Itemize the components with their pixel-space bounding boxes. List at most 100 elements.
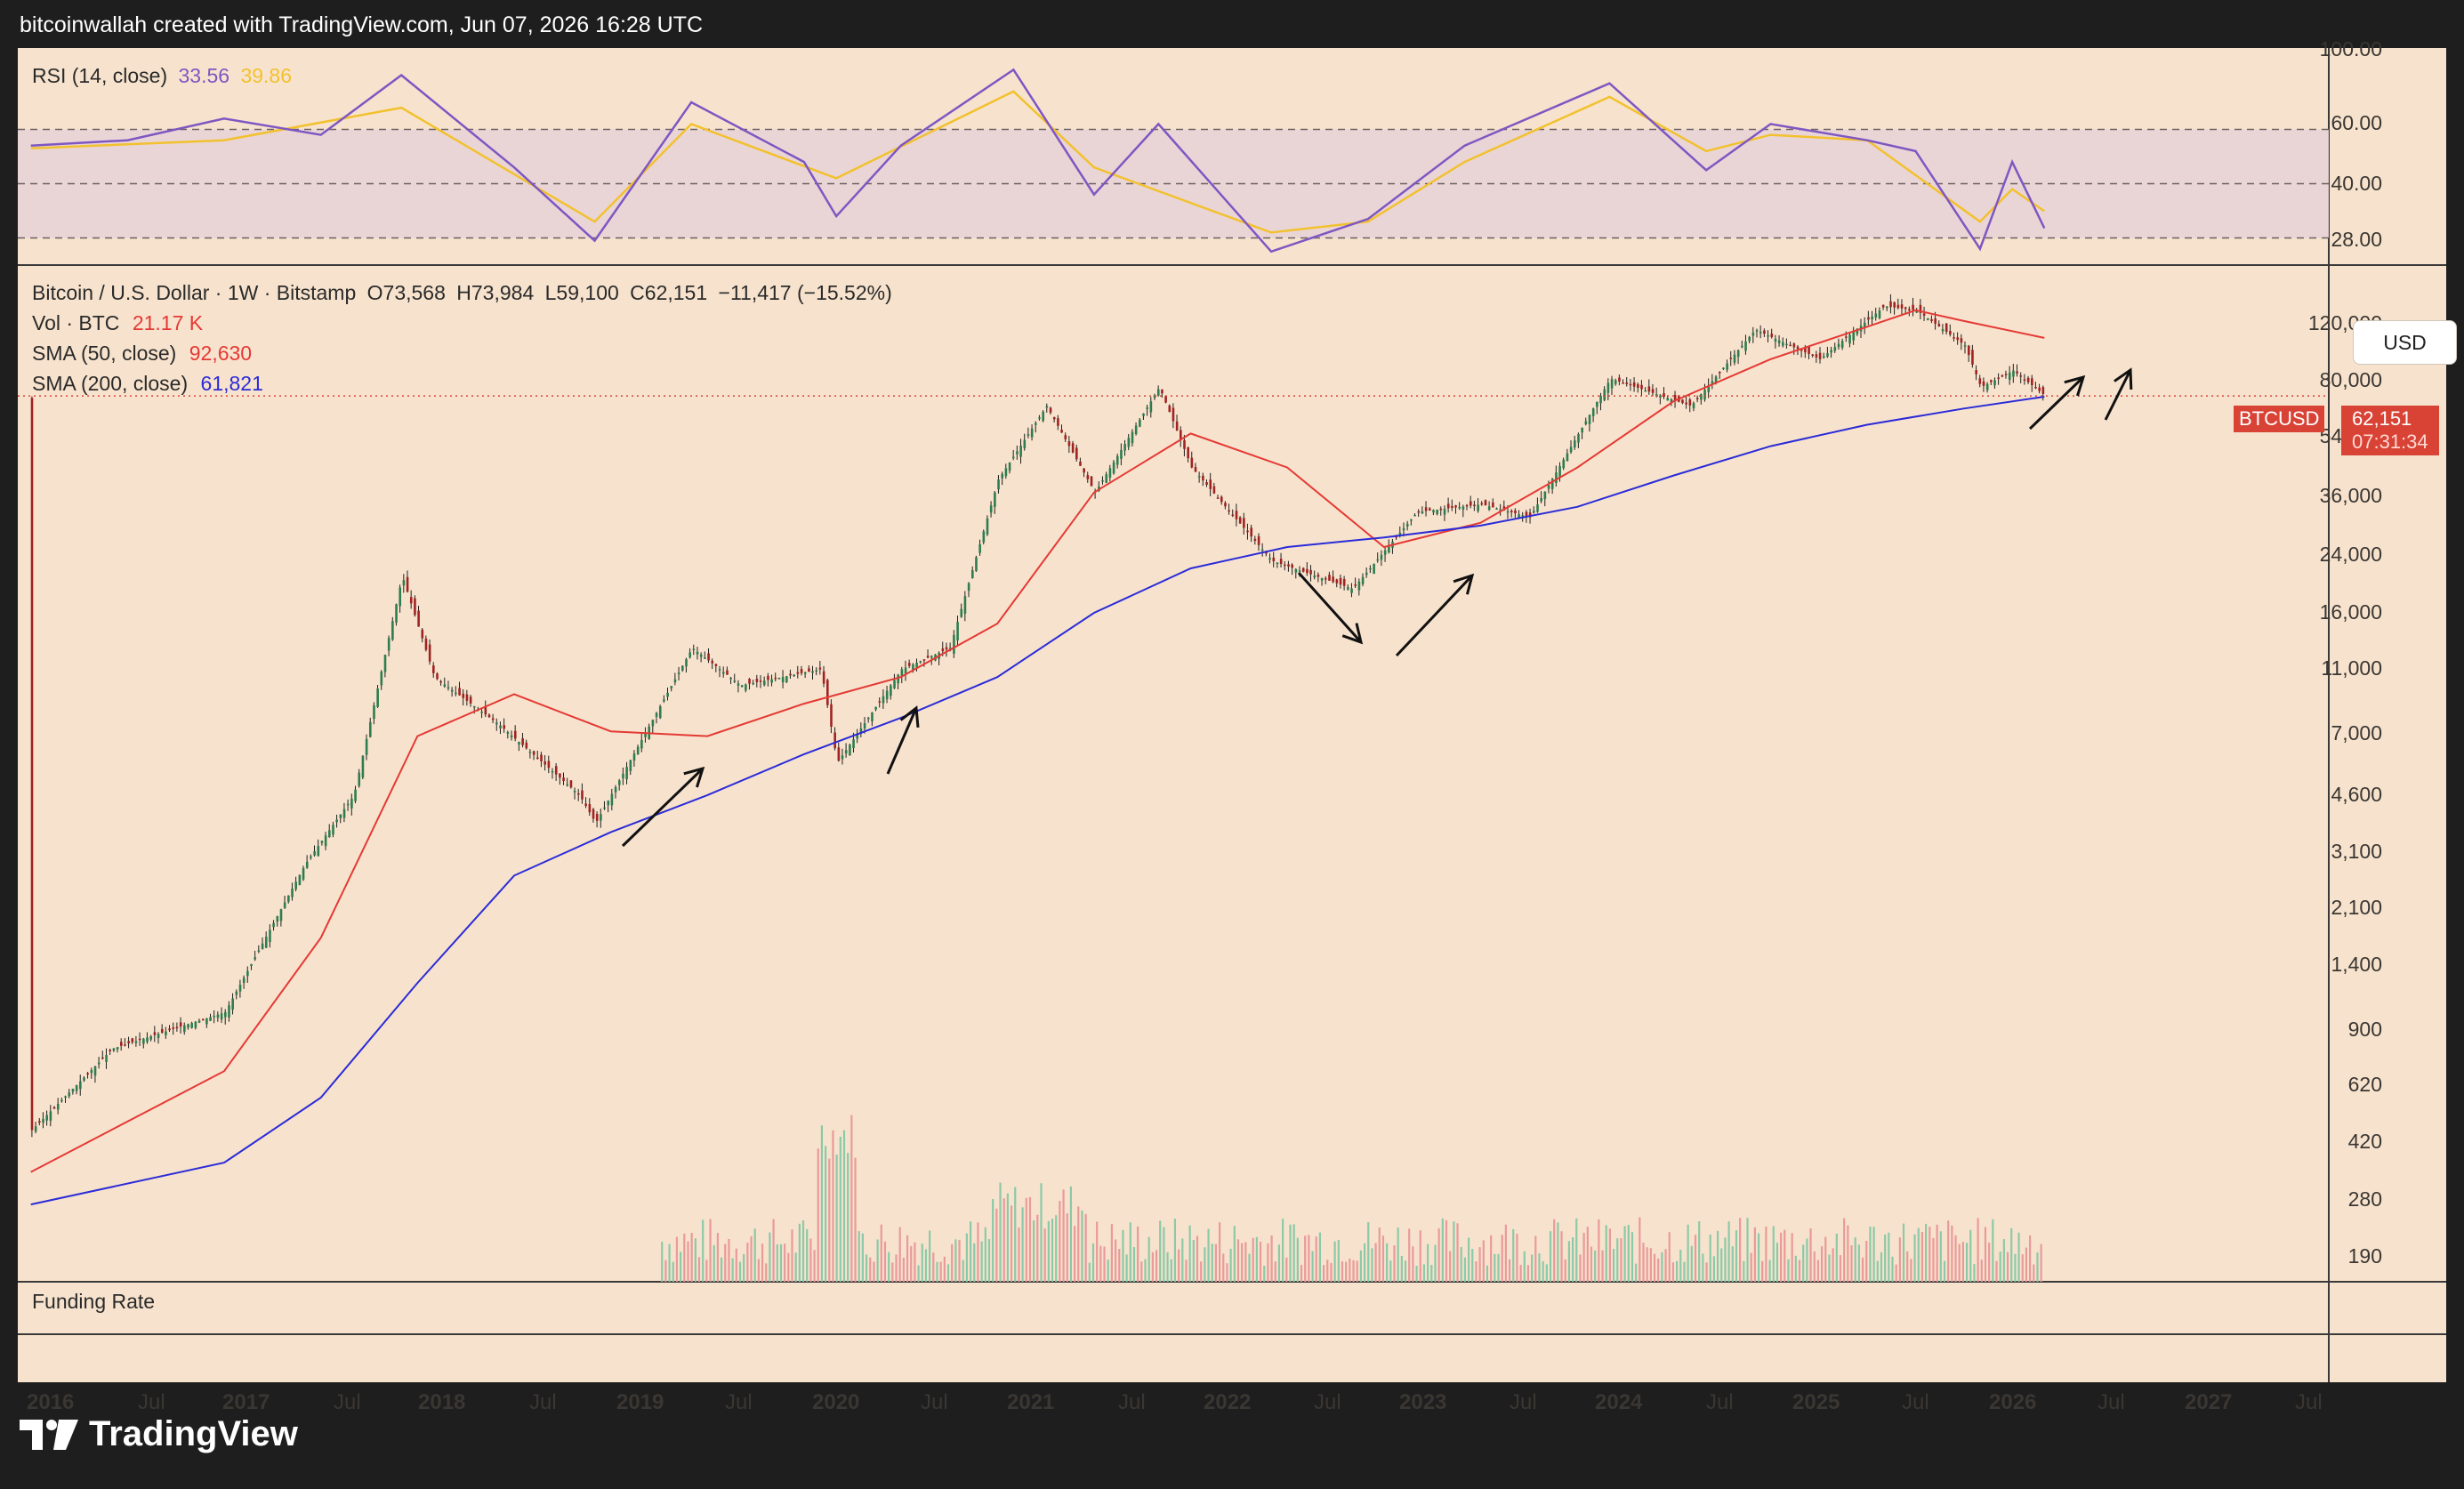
candle-body <box>2016 371 2018 374</box>
sma50-value: 92,630 <box>189 342 253 365</box>
volume-bar <box>1627 1225 1630 1282</box>
candle-body <box>484 706 487 715</box>
candle-body <box>439 680 442 683</box>
volume-bar <box>1255 1236 1258 1282</box>
candle-body <box>737 683 740 686</box>
volume-bar <box>738 1261 742 1282</box>
volume-bar <box>1709 1234 1711 1282</box>
candle-body <box>1856 328 1859 334</box>
tradingview-logo-icon <box>20 1419 78 1450</box>
volume-bar <box>1884 1234 1887 1282</box>
volume-bar <box>743 1253 745 1282</box>
candle-body <box>1075 447 1078 460</box>
candle-body <box>1550 479 1554 489</box>
time-axis-label: 2017 <box>222 1390 270 1414</box>
volume-bar <box>1977 1218 1979 1282</box>
chart-canvas[interactable] <box>18 48 2446 1382</box>
sma200-value: 61,821 <box>200 372 263 395</box>
candle-body <box>1287 564 1290 567</box>
candle-body <box>1632 382 1636 387</box>
candle-body <box>257 950 261 952</box>
volume-bar <box>1586 1227 1589 1282</box>
candle-body <box>997 479 1000 490</box>
candle-body <box>1161 389 1164 394</box>
volume-bar <box>1236 1239 1240 1282</box>
volume-bar <box>1003 1198 1005 1282</box>
candle-body <box>547 761 551 769</box>
volume-bar <box>1720 1248 1723 1282</box>
candle-body <box>837 747 841 761</box>
candle-body <box>1949 331 1952 335</box>
volume-bar <box>1839 1255 1842 1282</box>
volume-bar <box>668 1244 671 1282</box>
candle-body <box>1688 399 1692 406</box>
candle-body <box>607 801 610 806</box>
volume-bar <box>842 1130 846 1282</box>
volume-bar <box>1768 1260 1771 1282</box>
volume-bar <box>705 1260 708 1282</box>
candle-body <box>1164 396 1167 403</box>
volume-bar <box>1716 1230 1719 1282</box>
volume-bar <box>1705 1262 1708 1282</box>
candle-body <box>900 669 904 677</box>
candle-body <box>1142 413 1145 416</box>
candle-body <box>424 638 428 650</box>
candle-body <box>1071 443 1075 453</box>
volume-bar <box>932 1252 935 1282</box>
volume-bar <box>1315 1236 1317 1282</box>
candle-body <box>1934 318 1937 324</box>
volume-bar <box>1549 1231 1552 1282</box>
volume-bar <box>1649 1248 1652 1282</box>
time-axis-label: 2023 <box>1399 1390 1447 1414</box>
candle-body <box>595 814 599 821</box>
chart-area[interactable]: RSI (14, close) 33.56 39.86 Bitcoin / U.… <box>18 37 2457 1414</box>
volume-bar <box>1631 1232 1634 1282</box>
volume-bar <box>1847 1225 1849 1282</box>
volume-bar <box>1229 1248 1232 1282</box>
volume-bar <box>1590 1246 1593 1282</box>
candle-body <box>458 688 461 696</box>
volume-bar <box>1671 1262 1675 1282</box>
volume-bar <box>1608 1228 1611 1282</box>
candle-body <box>1108 468 1112 479</box>
candle-body <box>310 856 312 858</box>
candle-body <box>967 583 970 592</box>
volume-bar <box>1147 1236 1150 1282</box>
time-axis-label: Jul <box>334 1390 361 1414</box>
price-axis-label: 16,000 <box>2319 600 2382 624</box>
tradingview-wordmark: TradingView <box>89 1414 298 1453</box>
volume-bar <box>1698 1220 1701 1282</box>
tradingview-logo[interactable]: TradingView <box>20 1414 298 1454</box>
candle-body <box>1421 511 1424 514</box>
candle-body <box>368 721 372 737</box>
volume-bar <box>1490 1235 1493 1282</box>
candle-body <box>1067 441 1071 447</box>
candle-body <box>450 689 454 692</box>
candle-body <box>1985 383 1989 390</box>
candle-body <box>551 771 554 773</box>
candle-body <box>1603 389 1606 400</box>
volume-bar <box>1471 1249 1474 1282</box>
currency-button[interactable]: USD <box>2353 320 2457 365</box>
volume-bar <box>992 1199 994 1282</box>
candle-body <box>1796 346 1800 350</box>
volume-bar <box>1137 1226 1139 1282</box>
volume-bar <box>1925 1223 1928 1282</box>
candle-body <box>1547 485 1550 489</box>
candle-body <box>201 1018 205 1021</box>
candle-body <box>302 867 305 880</box>
candle-body <box>885 690 889 700</box>
candle-body <box>1941 329 1945 332</box>
rsi-line <box>30 68 2046 254</box>
volume-bar <box>929 1230 931 1282</box>
candle-body <box>491 718 495 720</box>
volume-bar <box>1872 1227 1875 1282</box>
candle-body <box>677 672 680 674</box>
volume-bar <box>1616 1238 1619 1282</box>
candle-body <box>1588 415 1591 424</box>
candle-body <box>658 706 662 719</box>
candle-body <box>2012 370 2015 377</box>
volume-bar <box>873 1261 875 1282</box>
candle-body <box>1518 514 1520 519</box>
candle-body <box>859 728 863 735</box>
